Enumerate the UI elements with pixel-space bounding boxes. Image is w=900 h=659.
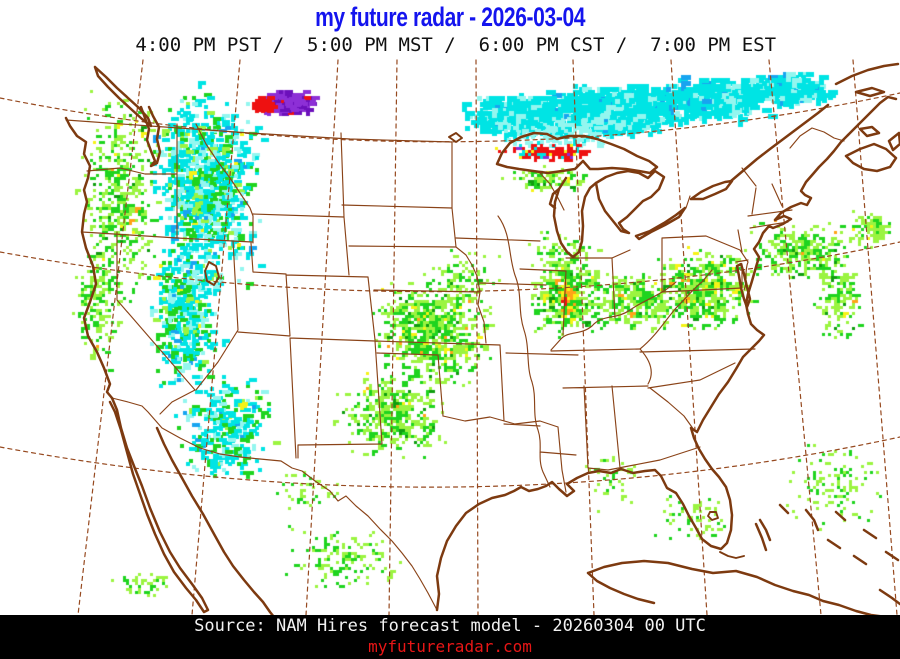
florida-keys bbox=[719, 551, 745, 559]
chesapeake-bay bbox=[735, 262, 752, 309]
state-borders bbox=[65, 119, 845, 611]
lake-huron bbox=[594, 169, 666, 235]
lake-erie bbox=[634, 206, 687, 241]
coastline-lakes bbox=[64, 62, 900, 619]
graticule-meridians bbox=[77, 59, 898, 616]
source-credit: Source: NAM Hires forecast model - 20260… bbox=[194, 616, 706, 636]
borders-east bbox=[639, 127, 845, 431]
borders-west bbox=[65, 119, 567, 493]
puget-sound bbox=[139, 105, 162, 168]
border-mexico bbox=[111, 397, 438, 611]
st-lawrence-river bbox=[729, 103, 830, 183]
great-salt-lake bbox=[204, 261, 220, 286]
pacific-coast bbox=[64, 116, 114, 400]
maritimes-coast bbox=[834, 62, 900, 173]
cuba-coast bbox=[586, 559, 888, 619]
borders-plains-midwest bbox=[341, 141, 701, 488]
footer-bar: Source: NAM Hires forecast model - 20260… bbox=[0, 615, 900, 659]
graticule-grid bbox=[0, 59, 900, 616]
mexico-mainland-coast bbox=[155, 426, 276, 619]
small-water-features bbox=[204, 132, 745, 559]
website-link[interactable]: myfutureradar.com bbox=[368, 637, 532, 656]
lake-okeechobee bbox=[707, 511, 719, 521]
baja-peninsula bbox=[108, 396, 210, 614]
gulf-atlantic-coast bbox=[435, 133, 850, 612]
lake-ontario bbox=[689, 179, 734, 201]
lake-of-the-woods bbox=[448, 132, 463, 143]
lake-michigan bbox=[548, 176, 598, 259]
lake-superior bbox=[495, 131, 659, 175]
bahamas-islands bbox=[754, 503, 900, 606]
vancouver-island bbox=[93, 65, 153, 128]
